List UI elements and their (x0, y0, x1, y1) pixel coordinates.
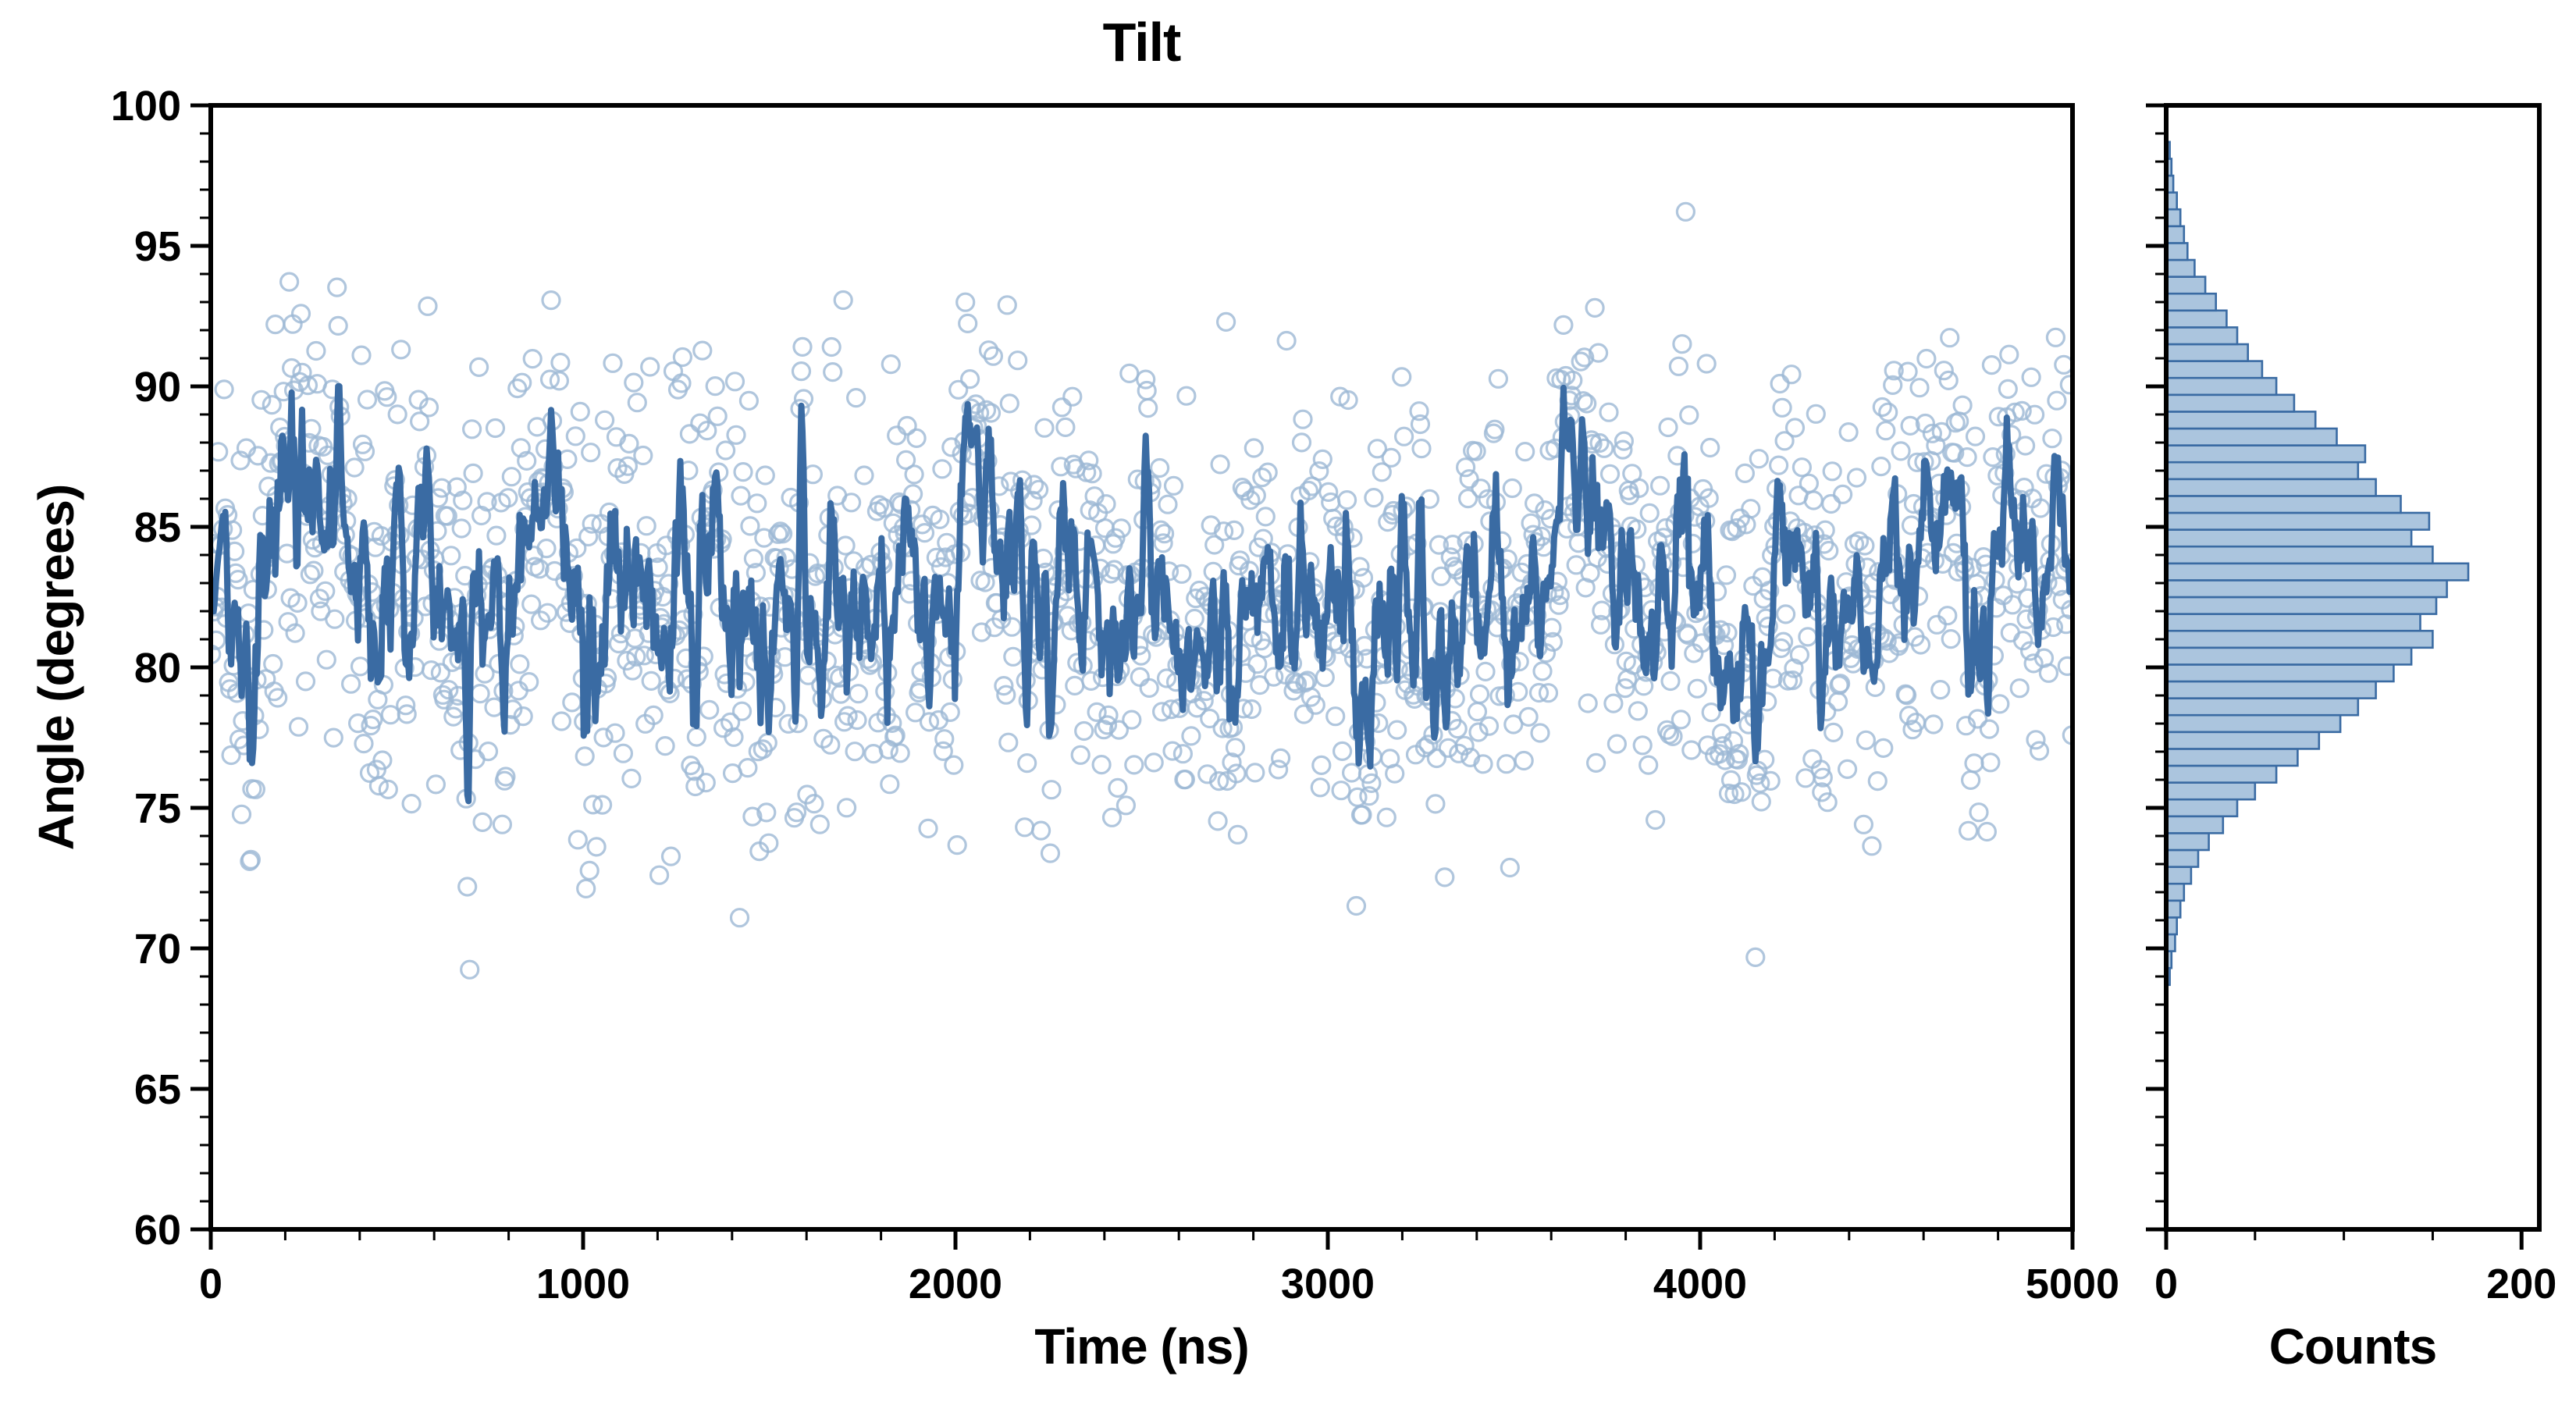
svg-text:200: 200 (2486, 1261, 2556, 1307)
svg-text:85: 85 (134, 504, 181, 551)
svg-text:0: 0 (199, 1261, 222, 1307)
svg-text:65: 65 (134, 1066, 181, 1113)
x-axis-label: Time (ns) (1034, 1318, 1249, 1375)
svg-text:5000: 5000 (2026, 1261, 2119, 1307)
svg-text:4000: 4000 (1653, 1261, 1747, 1307)
svg-text:1000: 1000 (536, 1261, 630, 1307)
svg-text:75: 75 (134, 785, 181, 832)
svg-text:100: 100 (111, 83, 181, 130)
svg-text:80: 80 (134, 645, 181, 692)
svg-text:60: 60 (134, 1207, 181, 1254)
histogram-x-axis-label: Counts (2268, 1318, 2437, 1375)
chart-title: Tilt (1102, 12, 1182, 73)
histogram-bars (2165, 140, 2470, 987)
running-average-line (211, 382, 2073, 805)
svg-text:90: 90 (134, 364, 181, 411)
svg-text:70: 70 (134, 926, 181, 973)
svg-text:3000: 3000 (1281, 1261, 1375, 1307)
svg-text:0: 0 (2154, 1261, 2178, 1307)
svg-text:2000: 2000 (909, 1261, 1002, 1307)
svg-text:95: 95 (134, 223, 181, 270)
